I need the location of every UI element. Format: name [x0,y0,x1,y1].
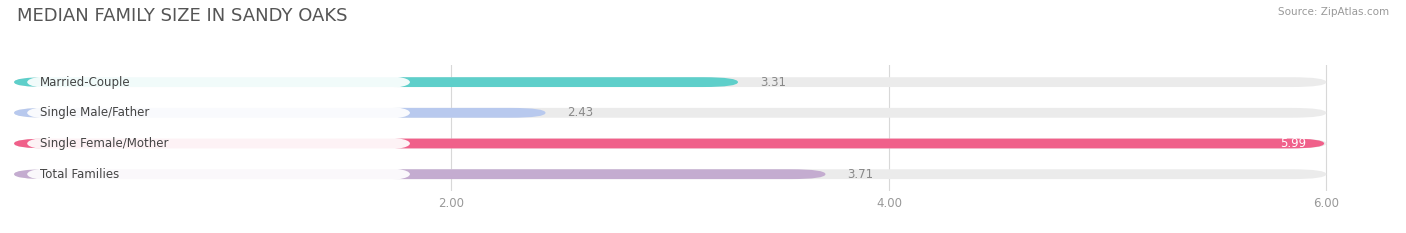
FancyBboxPatch shape [27,75,411,89]
FancyBboxPatch shape [14,108,546,118]
Text: 3.71: 3.71 [848,168,873,181]
Text: Source: ZipAtlas.com: Source: ZipAtlas.com [1278,7,1389,17]
Text: 3.31: 3.31 [759,76,786,89]
Text: Total Families: Total Families [41,168,120,181]
FancyBboxPatch shape [14,139,1324,148]
Text: 2.43: 2.43 [568,106,593,119]
Text: MEDIAN FAMILY SIZE IN SANDY OAKS: MEDIAN FAMILY SIZE IN SANDY OAKS [17,7,347,25]
FancyBboxPatch shape [14,169,1326,179]
FancyBboxPatch shape [14,77,738,87]
Text: 5.99: 5.99 [1281,137,1306,150]
Text: Single Female/Mother: Single Female/Mother [41,137,169,150]
Text: Married-Couple: Married-Couple [41,76,131,89]
FancyBboxPatch shape [27,106,411,120]
FancyBboxPatch shape [27,167,411,181]
FancyBboxPatch shape [14,169,825,179]
FancyBboxPatch shape [14,77,1326,87]
FancyBboxPatch shape [14,139,1326,148]
Text: Single Male/Father: Single Male/Father [41,106,149,119]
FancyBboxPatch shape [27,137,411,151]
FancyBboxPatch shape [14,108,1326,118]
